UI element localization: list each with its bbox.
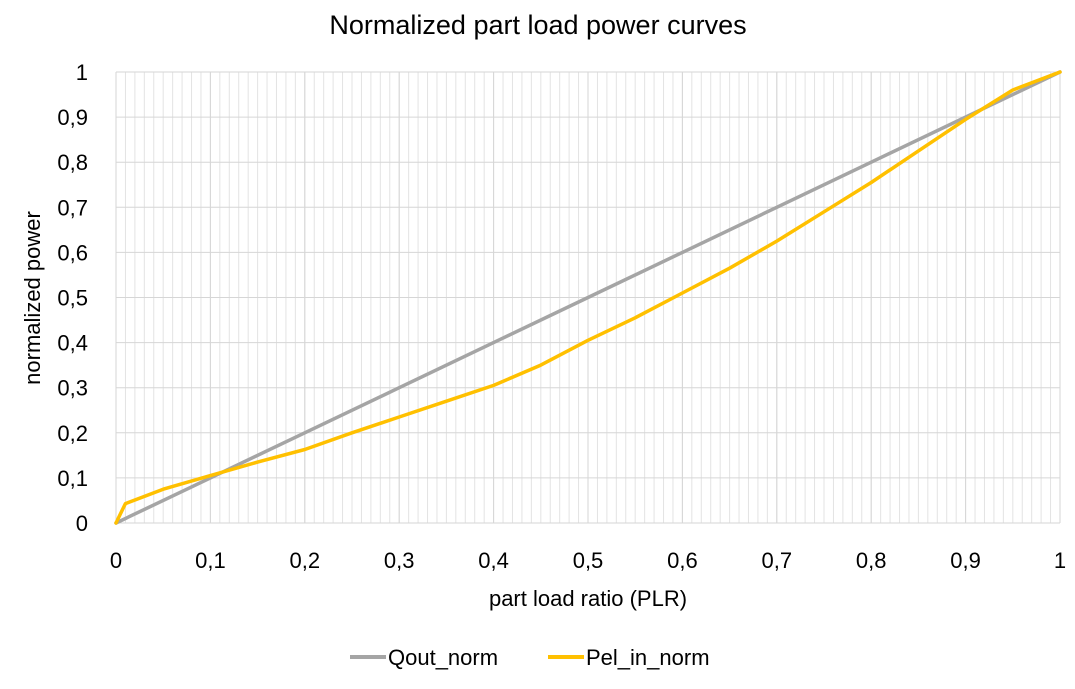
y-tick-label: 1 [76, 60, 88, 85]
x-tick-label: 0,9 [950, 548, 981, 573]
gridlines [115, 71, 1061, 524]
legend-label: Pel_in_norm [586, 645, 710, 670]
y-tick-label: 0 [76, 511, 88, 536]
x-tick-label: 0,8 [856, 548, 887, 573]
y-tick-label: 0,2 [57, 421, 88, 446]
series-line-Qout_norm [114, 70, 1062, 525]
legend: Qout_norm Pel_in_norm [350, 645, 710, 670]
x-tick-label: 0,7 [762, 548, 793, 573]
legend-label: Qout_norm [388, 645, 498, 670]
y-tick-label: 0,8 [57, 150, 88, 175]
y-tick-label: 0,1 [57, 466, 88, 491]
y-tick-label: 0,6 [57, 240, 88, 265]
x-tick-labels: 0 0,1 0,2 0,3 0,4 0,5 0,6 0,7 0,8 0,9 1 [110, 548, 1066, 573]
x-tick-label: 0,3 [384, 548, 415, 573]
y-tick-label: 0,4 [57, 331, 88, 356]
y-tick-label: 0,9 [57, 105, 88, 130]
x-tick-label: 0,2 [290, 548, 321, 573]
x-tick-label: 0 [110, 548, 122, 573]
x-tick-label: 0,6 [667, 548, 698, 573]
series-line-Pel_in_norm [114, 70, 1062, 525]
x-tick-label: 0,4 [478, 548, 509, 573]
y-tick-label: 0,5 [57, 286, 88, 311]
x-tick-label: 1 [1054, 548, 1066, 573]
x-tick-label: 0,5 [573, 548, 604, 573]
x-axis-title: part load ratio (PLR) [489, 586, 687, 611]
x-tick-label: 0,1 [195, 548, 226, 573]
chart-title: Normalized part load power curves [329, 10, 746, 40]
y-tick-label: 0,3 [57, 376, 88, 401]
y-axis-title: normalized power [20, 211, 45, 385]
y-tick-label: 0,7 [57, 195, 88, 220]
y-tick-labels: 0 0,1 0,2 0,3 0,4 0,5 0,6 0,7 0,8 0,9 1 [57, 60, 88, 536]
series-lines [114, 70, 1062, 525]
